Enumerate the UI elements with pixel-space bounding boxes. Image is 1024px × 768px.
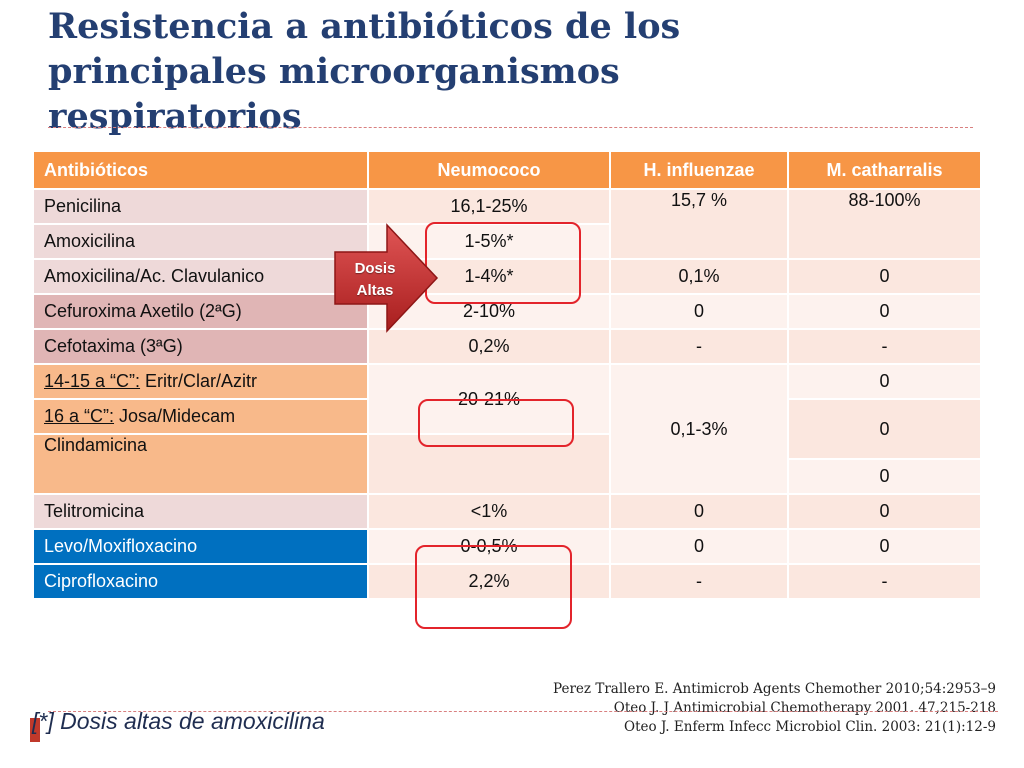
table-row: Penicilina 16,1-25% 15,7 % 88-100%	[32, 188, 982, 260]
dosis-altas-arrow-icon	[334, 223, 439, 333]
neumococo-value: 2,2%	[367, 563, 611, 600]
callout-line: Altas	[356, 282, 394, 299]
antibiotic-name: Clindamicina	[32, 433, 369, 495]
antibiotic-name-rest: Josa/Midecam	[114, 406, 236, 426]
m-catharralis-value: 0	[787, 363, 982, 400]
references: Perez Trallero E. Antimicrob Agents Chem…	[553, 680, 996, 737]
dosis-altas-label: Dosis Altas	[335, 258, 415, 302]
reference-item: Perez Trallero E. Antimicrob Agents Chem…	[553, 681, 996, 697]
antibiotic-name: Ciprofloxacino	[32, 563, 369, 600]
header-h-influenzae: H. influenzae	[609, 150, 789, 190]
table-row: Ciprofloxacino 2,2% - -	[32, 563, 982, 600]
footer-divider	[48, 711, 998, 712]
neumococo-value: <1%	[367, 493, 611, 530]
table-row: Clindamicina	[32, 433, 981, 495]
h-influenzae-value: 0	[609, 493, 789, 530]
h-influenzae-value: -	[609, 328, 789, 365]
h-influenzae-value: 0	[609, 293, 789, 330]
title-line: Resistencia a antibióticos de los	[48, 6, 681, 47]
antibiotic-name: Amoxicilina	[32, 223, 369, 260]
header-m-catharralis: M. catharralis	[787, 150, 982, 190]
slide-title: Resistencia a antibióticos de los princi…	[48, 4, 808, 139]
neumococo-value	[367, 433, 611, 495]
macrolide-link[interactable]: 16 a “C”:	[44, 406, 115, 426]
m-catharralis-value: 0	[787, 493, 982, 530]
antibiotic-name: Cefotaxima (3ªG)	[32, 328, 369, 365]
m-catharralis-value: 0	[787, 528, 982, 565]
table-row: Amoxicilina 1-5%*	[32, 223, 981, 260]
table-row: Amoxicilina/Ac. Clavulanico 1-4%* 0,1% 0	[32, 258, 982, 295]
m-catharralis-value: 0	[787, 458, 982, 495]
m-catharralis-value: 0	[787, 398, 982, 460]
m-catharralis-value: 0	[787, 258, 982, 295]
m-catharralis-value: 0	[787, 293, 982, 330]
h-influenzae-value: 0,1%	[609, 258, 789, 295]
table-row: 16 a “C”: Josa/Midecam 0	[32, 398, 982, 460]
neumococo-value: 20-21%	[367, 363, 611, 435]
neumococo-value: 0,2%	[367, 328, 611, 365]
footnote-marker-bar	[30, 718, 40, 742]
antibiotic-name: Penicilina	[32, 188, 369, 225]
callout-line: Dosis	[354, 260, 396, 277]
table-row: Levo/Moxifloxacino 0-0,5% 0 0	[32, 528, 982, 565]
table-header-row: Antibióticos Neumococo H. influenzae M. …	[32, 150, 982, 190]
resistance-table: Antibióticos Neumococo H. influenzae M. …	[32, 150, 982, 600]
m-catharralis-value: -	[787, 328, 982, 365]
antibiotic-name: Amoxicilina/Ac. Clavulanico	[32, 258, 369, 295]
antibiotic-name: Telitromicina	[32, 493, 369, 530]
antibiotic-name: 16 a “C”: Josa/Midecam	[32, 398, 369, 435]
title-line: respiratorios	[48, 96, 302, 137]
antibiotic-name: Levo/Moxifloxacino	[32, 528, 369, 565]
neumococo-value: 16,1-25%	[367, 188, 611, 225]
header-neumococo: Neumococo	[367, 150, 611, 190]
table-row: Cefotaxima (3ªG) 0,2% - -	[32, 328, 982, 365]
m-catharralis-value: -	[787, 563, 982, 600]
h-influenzae-value: 0	[609, 528, 789, 565]
reference-item: Oteo J. J Antimicrobial Chemotherapy 200…	[613, 700, 996, 716]
neumococo-value: 0-0,5%	[367, 528, 611, 565]
title-divider	[48, 127, 973, 128]
m-catharralis-value: 88-100%	[787, 188, 982, 260]
footnote: [*] Dosis altas de amoxicilina	[32, 708, 325, 734]
h-influenzae-value: 15,7 %	[609, 188, 789, 260]
table-row: 0	[33, 458, 982, 495]
antibiotic-name: 14-15 a “C”: Eritr/Clar/Azitr	[32, 363, 369, 400]
h-influenzae-value: -	[609, 563, 789, 600]
reference-item: Oteo J. Enferm Infecc Microbiol Clin. 20…	[624, 719, 996, 735]
table-row: Cefuroxima Axetilo (2ªG) 2-10% 0 0	[32, 293, 982, 330]
header-antibioticos: Antibióticos	[32, 150, 369, 190]
antibiotic-name: Cefuroxima Axetilo (2ªG)	[32, 293, 369, 330]
macrolide-link[interactable]: 14-15 a “C”:	[44, 371, 141, 391]
title-line: principales microorganismos	[48, 51, 620, 92]
table-row: Telitromicina <1% 0 0	[32, 493, 982, 530]
table-row: 14-15 a “C”: Eritr/Clar/Azitr 20-21% 0,1…	[32, 363, 982, 495]
h-influenzae-value: 0,1-3%	[609, 363, 789, 495]
antibiotic-name-rest: Eritr/Clar/Azitr	[140, 371, 258, 391]
